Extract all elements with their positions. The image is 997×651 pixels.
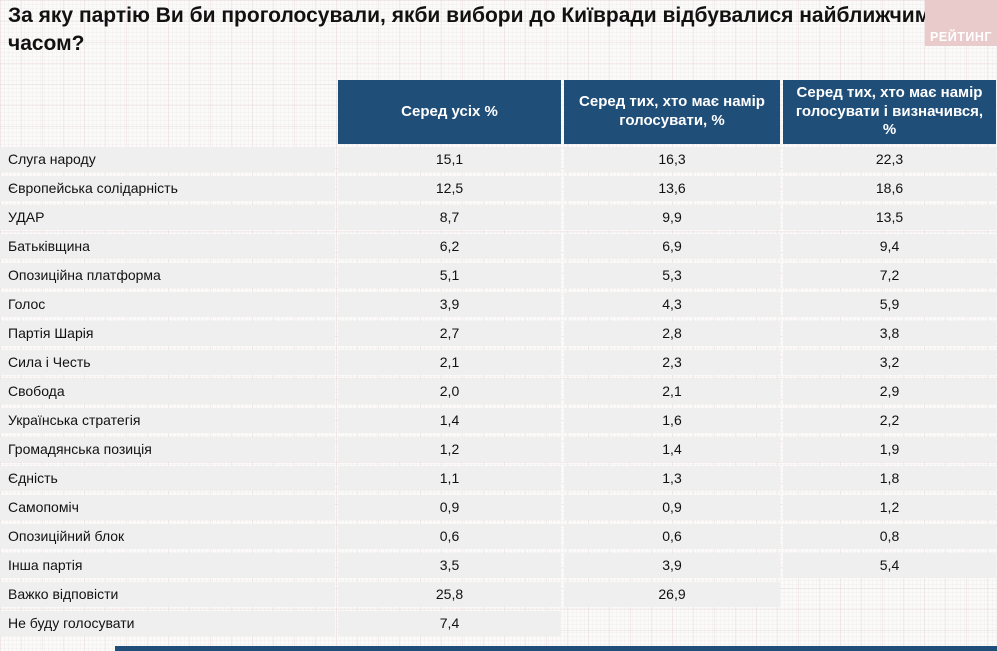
table-header-cell-among-all: Серед усіх %: [338, 80, 561, 144]
value-cell: 12,5: [338, 176, 561, 201]
rating-group-logo-text: РЕЙТИНГ: [930, 30, 992, 44]
party-name: Опозиційна платформа: [0, 263, 335, 288]
table-row: Важко відповісти 25,8 26,9: [0, 582, 997, 607]
value-cell: 18,6: [783, 176, 996, 201]
table-row: Слуга народу 15,1 16,3 22,3: [0, 147, 997, 172]
header-spacer: [0, 80, 338, 144]
poll-results-table: Серед усіх % Серед тих, хто має намір го…: [0, 80, 997, 640]
value-cell: 1,1: [338, 466, 561, 491]
value-cell: 5,4: [783, 553, 996, 578]
party-name: Свобода: [0, 379, 335, 404]
value-cell: 22,3: [783, 147, 996, 172]
value-cell: 0,9: [564, 495, 780, 520]
value-cell: 2,9: [783, 379, 996, 404]
value-cell: 2,0: [338, 379, 561, 404]
value-cell: 2,3: [564, 350, 780, 375]
table-row: Партія Шарія 2,7 2,8 3,8: [0, 321, 997, 346]
value-cell: 6,2: [338, 234, 561, 259]
value-cell: 5,1: [338, 263, 561, 288]
party-name: Самопоміч: [0, 495, 335, 520]
party-name: Громадянська позиція: [0, 437, 335, 462]
value-cell: 0,6: [338, 524, 561, 549]
value-cell: 3,9: [338, 292, 561, 317]
party-name: Українська стратегія: [0, 408, 335, 433]
table-row: Голос 3,9 4,3 5,9: [0, 292, 997, 317]
value-cell: 1,2: [783, 495, 996, 520]
value-cell: 2,8: [564, 321, 780, 346]
page-title: За яку партію Ви би проголосували, якби …: [8, 4, 931, 55]
party-name: Сила і Честь: [0, 350, 335, 375]
table-row: Батьківщина 6,2 6,9 9,4: [0, 234, 997, 259]
value-cell: 3,2: [783, 350, 996, 375]
party-name: УДАР: [0, 205, 335, 230]
value-cell: 13,5: [783, 205, 996, 230]
party-name: Інша партія: [0, 553, 335, 578]
value-cell: 16,3: [564, 147, 780, 172]
rating-group-logo: РЕЙТИНГ: [925, 0, 997, 46]
value-cell: 5,3: [564, 263, 780, 288]
table-row: Європейська солідарність 12,5 13,6 18,6: [0, 176, 997, 201]
value-cell: 7,2: [783, 263, 996, 288]
table-row: Єдність 1,1 1,3 1,8: [0, 466, 997, 491]
value-cell: 1,4: [338, 408, 561, 433]
value-cell: [564, 611, 780, 636]
party-name: Важко відповісти: [0, 582, 335, 607]
value-cell: 0,9: [338, 495, 561, 520]
value-cell: 2,2: [783, 408, 996, 433]
value-cell: 1,6: [564, 408, 780, 433]
value-cell: 1,4: [564, 437, 780, 462]
party-name: Батьківщина: [0, 234, 335, 259]
table-header-cell-intend-and-decided: Серед тих, хто має намір голосувати і ви…: [783, 80, 996, 144]
party-name: Опозиційний блок: [0, 524, 335, 549]
party-name: Голос: [0, 292, 335, 317]
table-row: Українська стратегія 1,4 1,6 2,2: [0, 408, 997, 433]
value-cell: 1,3: [564, 466, 780, 491]
value-cell: 26,9: [564, 582, 780, 607]
value-cell: 6,9: [564, 234, 780, 259]
value-cell: 9,4: [783, 234, 996, 259]
value-cell: 2,7: [338, 321, 561, 346]
value-cell: 3,9: [564, 553, 780, 578]
value-cell: 4,3: [564, 292, 780, 317]
value-cell: 5,9: [783, 292, 996, 317]
value-cell: 0,6: [564, 524, 780, 549]
value-cell: 3,8: [783, 321, 996, 346]
value-cell: 15,1: [338, 147, 561, 172]
value-cell: 9,9: [564, 205, 780, 230]
table-row: Громадянська позиція 1,2 1,4 1,9: [0, 437, 997, 462]
table-row: Не буду голосувати 7,4: [0, 611, 997, 636]
table-row: УДАР 8,7 9,9 13,5: [0, 205, 997, 230]
party-name: Слуга народу: [0, 147, 335, 172]
value-cell: 3,5: [338, 553, 561, 578]
table-row: Опозиційна платформа 5,1 5,3 7,2: [0, 263, 997, 288]
value-cell: 2,1: [338, 350, 561, 375]
value-cell: 1,9: [783, 437, 996, 462]
value-cell: 13,6: [564, 176, 780, 201]
value-cell: [783, 582, 996, 607]
value-cell: 1,8: [783, 466, 996, 491]
party-name: Європейська солідарність: [0, 176, 335, 201]
table-row: Опозиційний блок 0,6 0,6 0,8: [0, 524, 997, 549]
party-name: Не буду голосувати: [0, 611, 335, 636]
value-cell: 25,8: [338, 582, 561, 607]
table-header-row: Серед усіх % Серед тих, хто має намір го…: [0, 80, 997, 144]
table-row: Самопоміч 0,9 0,9 1,2: [0, 495, 997, 520]
footer-bar: [115, 646, 997, 651]
value-cell: 1,2: [338, 437, 561, 462]
table-header-cell-intend-to-vote: Серед тих, хто має намір голосувати, %: [564, 80, 780, 144]
table-body: Слуга народу 15,1 16,3 22,3 Європейська солі…: [0, 147, 997, 636]
value-cell: [783, 611, 996, 636]
party-name: Партія Шарія: [0, 321, 335, 346]
value-cell: 7,4: [338, 611, 561, 636]
value-cell: 0,8: [783, 524, 996, 549]
value-cell: 2,1: [564, 379, 780, 404]
party-name: Єдність: [0, 466, 335, 491]
table-row: Сила і Честь 2,1 2,3 3,2: [0, 350, 997, 375]
table-row: Інша партія 3,5 3,9 5,4: [0, 553, 997, 578]
value-cell: 8,7: [338, 205, 561, 230]
table-row: Свобода 2,0 2,1 2,9: [0, 379, 997, 404]
